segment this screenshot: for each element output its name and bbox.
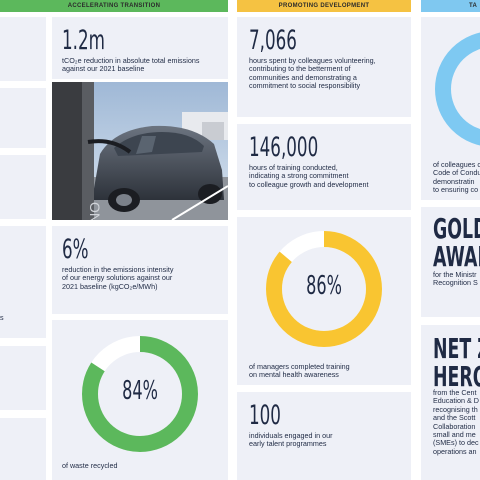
col0-card-4: s [0,226,46,338]
col0-card-2 [0,88,46,148]
code-of-conduct-text: of colleagues c Code of Condu demonstrat… [433,160,480,195]
early-talent-card: 100 individuals engaged in our early tal… [237,392,411,480]
col0-card-6 [0,418,46,480]
code-of-conduct-card: of colleagues c Code of Condu demonstrat… [421,17,480,200]
waste-recycled-donut [82,336,198,452]
training-text: hours of training conducted, indicating … [249,163,369,189]
emissions-reduction-value: 1.2m [62,25,105,56]
emissions-reduction-text: tCO₂e reduction in absolute total emissi… [62,56,200,74]
waste-donut-arc [82,336,198,452]
gold-award-title: GOLD AWAR [433,212,480,273]
mental-health-card: 86% of managers completed training on me… [237,217,411,385]
ev-charging-photo: ONT [52,82,228,220]
mental-health-donut [266,231,382,347]
ev-charging-photo-image: ONT [52,82,228,220]
emissions-reduction-card: 1.2m tCO₂e reduction in absolute total e… [52,17,228,79]
mental-health-value: 86% [306,271,342,301]
gold-award-card: GOLD AWAR for the Ministr Recognition S [421,207,480,317]
net-zero-hero-text: from the Cent Education & D recognising … [433,388,479,456]
volunteering-value: 7,066 [249,25,297,56]
early-talent-value: 100 [249,400,281,431]
header-promoting-development: PROMOTING DEVELOPMENT [237,0,411,12]
header-accelerating-transition: ACCELERATING TRANSITION [0,0,228,12]
col0-partial-text: s [0,313,4,322]
code-of-conduct-donut [435,32,480,146]
early-talent-text: individuals engaged in our early talent … [249,431,333,449]
header-third-column: TA [421,0,480,12]
waste-recycled-value: 84% [122,376,158,406]
charger-brand-text: ONT [87,202,103,220]
waste-recycled-card: 84% of waste recycled [52,320,228,480]
mental-health-text: of managers completed training on mental… [249,362,350,380]
volunteering-text: hours spent by colleagues volunteering, … [249,56,376,91]
mental-health-donut-arc [266,231,382,347]
net-zero-hero-card: NET Z HERO from the Cent Education & D r… [421,325,480,480]
emissions-intensity-card: 6% reduction in the emissions intensity … [52,226,228,314]
emissions-intensity-text: reduction in the emissions intensity of … [62,265,174,291]
net-zero-hero-title: NET Z HERO [433,332,480,393]
training-card: 146,000 hours of training conducted, ind… [237,124,411,210]
col0-card-5 [0,346,46,410]
training-value: 146,000 [249,132,319,163]
col0-card-3 [0,155,46,219]
waste-recycled-text: of waste recycled [62,461,118,470]
volunteering-card: 7,066 hours spent by colleagues voluntee… [237,17,411,117]
code-of-conduct-donut-arc [435,32,480,146]
gold-award-text: for the Ministr Recognition S [433,270,478,288]
col0-card-1 [0,17,46,81]
emissions-intensity-value: 6% [62,234,89,265]
